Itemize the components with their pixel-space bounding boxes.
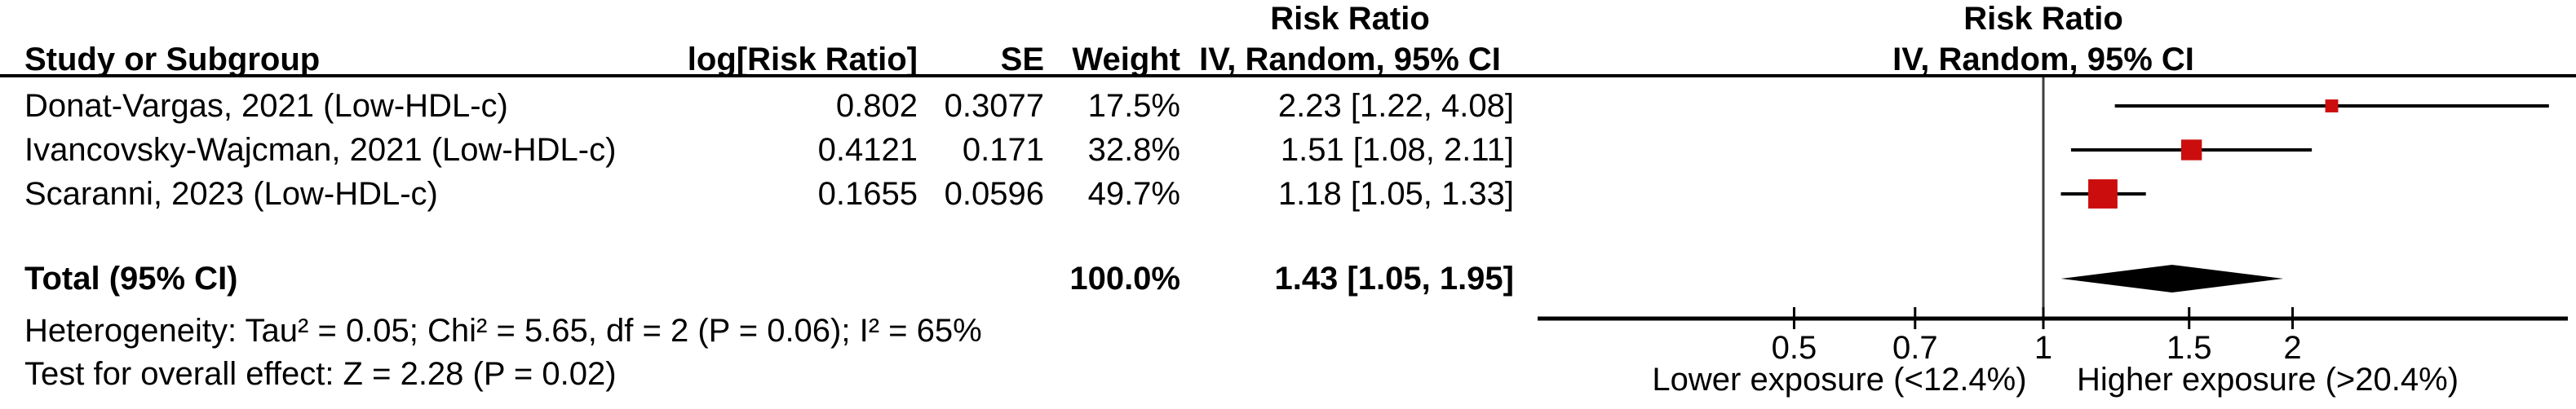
study-name: Ivancovsky-Wajcman, 2021 (Low-HDL-c): [24, 132, 617, 168]
log-risk-ratio-value: 0.1655: [817, 176, 918, 212]
log-risk-ratio-value: 0.802: [835, 88, 918, 124]
risk-ratio-ci-value: 1.51 [1.08, 2.11]: [1280, 132, 1514, 168]
axis-tick-label: 0.7: [1892, 330, 1938, 366]
effect-square: [2088, 179, 2118, 209]
log-risk-ratio-value: 0.4121: [817, 132, 918, 168]
weight-value: 49.7%: [1087, 176, 1180, 212]
axis-tick-label: 0.5: [1772, 330, 1817, 366]
effect-square: [2180, 139, 2202, 161]
se-value: 0.3077: [944, 88, 1044, 124]
risk-ratio-ci-value: 1.18 [1.05, 1.33]: [1277, 176, 1514, 212]
weight-value: 17.5%: [1087, 88, 1180, 124]
pooled-diamond: [2060, 265, 2284, 292]
study-name: Donat-Vargas, 2021 (Low-HDL-c): [24, 88, 508, 124]
plot-col-title: Risk Ratio: [1963, 1, 2123, 37]
effect-square: [2325, 99, 2339, 112]
weight-col-header: Weight: [1072, 42, 1180, 77]
se-value: 0.171: [962, 132, 1044, 168]
log-risk-ratio-col-header: log[Risk Ratio]: [687, 42, 918, 77]
study-name: Scaranni, 2023 (Low-HDL-c): [24, 176, 438, 212]
total-label: Total (95% CI): [24, 261, 238, 297]
se-col-header: SE: [1000, 42, 1044, 77]
weight-value: 32.8%: [1087, 132, 1180, 168]
total-ci: 1.43 [1.05, 1.95]: [1274, 261, 1514, 297]
axis-tick-label: 1: [2034, 330, 2052, 366]
axis-tick-label: 1.5: [2167, 330, 2212, 366]
study-col-header: Study or Subgroup: [24, 42, 321, 77]
plot-col-subheader: IV, Random, 95% CI: [1892, 42, 2194, 77]
axis-label-lower-exposure: Lower exposure (<12.4%): [1652, 362, 2026, 398]
header-divider: [0, 74, 2576, 77]
heterogeneity-stats: Heterogeneity: Tau² = 0.05; Chi² = 5.65,…: [24, 313, 982, 349]
overall-effect-test: Test for overall effect: Z = 2.28 (P = 0…: [24, 356, 617, 392]
effect-col-subheader: IV, Random, 95% CI: [1199, 42, 1501, 77]
axis-tick-label: 2: [2283, 330, 2301, 366]
total-weight: 100.0%: [1069, 261, 1180, 297]
axis-label-higher-exposure: Higher exposure (>20.4%): [2077, 362, 2459, 398]
effect-col-title: Risk Ratio: [1270, 1, 1430, 37]
risk-ratio-ci-value: 2.23 [1.22, 4.08]: [1277, 88, 1514, 124]
se-value: 0.0596: [944, 176, 1044, 212]
